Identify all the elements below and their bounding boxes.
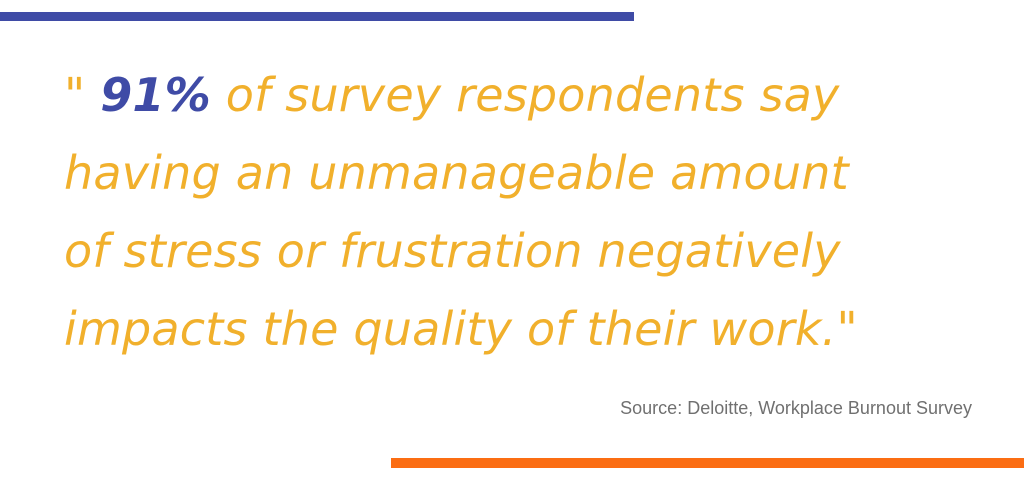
quote-line-2: having an unmanageable amount	[64, 146, 849, 200]
quote-line-1: " 91% of survey respondents say	[64, 56, 964, 134]
quote-line-4: impacts the quality of their work."	[64, 302, 858, 356]
bottom-accent-bar	[391, 458, 1024, 468]
source-citation: Source: Deloitte, Workplace Burnout Surv…	[620, 398, 972, 418]
statistic-highlight: 91%	[100, 68, 211, 122]
quote-line-3: of stress or frustration negatively	[64, 224, 841, 278]
quote-line-1-rest: of survey respondents say	[210, 68, 840, 122]
quote-text: " 91% of survey respondents say having a…	[64, 56, 964, 368]
top-accent-bar	[0, 12, 634, 21]
open-quote-mark: "	[64, 68, 101, 122]
